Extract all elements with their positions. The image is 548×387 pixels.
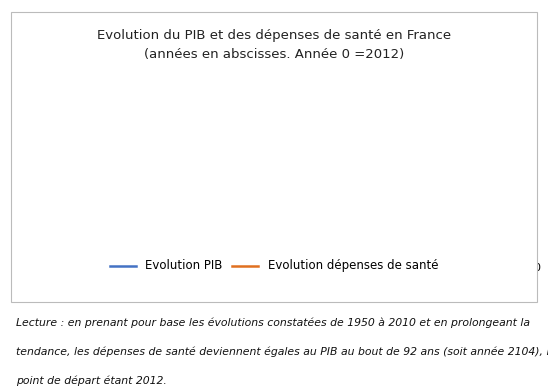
Evolution PIB — [386, 162, 392, 167]
Evolution PIB — [54, 225, 61, 230]
Text: (années en abscisses. Année 0 =2012): (années en abscisses. Année 0 =2012) — [144, 48, 404, 62]
Evolution PIB — [102, 222, 109, 227]
Evolution PIB — [339, 180, 345, 184]
Evolution PIB — [528, 115, 535, 119]
Evolution PIB — [433, 143, 440, 148]
Evolution dépenses de santé — [528, 83, 535, 88]
Evolution dépenses de santé — [386, 203, 392, 208]
Evolution dépenses de santé — [481, 134, 488, 138]
Evolution dépenses de santé — [149, 250, 156, 255]
Evolution dépenses de santé — [292, 233, 298, 238]
Evolution PIB — [481, 132, 488, 137]
Evolution dépenses de santé — [433, 175, 440, 180]
Line: Evolution dépenses de santé: Evolution dépenses de santé — [58, 86, 532, 256]
Evolution PIB — [244, 203, 250, 208]
Text: point de départ étant 2012.: point de départ étant 2012. — [16, 375, 167, 386]
Evolution dépenses de santé — [244, 241, 250, 246]
Evolution dépenses de santé — [339, 219, 345, 224]
Text: Lecture : en prenant pour base les évolutions constatées de 1950 à 2010 et en pr: Lecture : en prenant pour base les évolu… — [16, 317, 530, 328]
Evolution dépenses de santé — [102, 253, 109, 257]
Evolution dépenses de santé — [196, 246, 203, 250]
Evolution PIB — [149, 217, 156, 222]
Evolution PIB — [292, 192, 298, 197]
Line: Evolution PIB: Evolution PIB — [58, 117, 532, 228]
Legend: Evolution PIB, Evolution dépenses de santé: Evolution PIB, Evolution dépenses de san… — [107, 257, 441, 275]
Text: Evolution du PIB et des dépenses de santé en France: Evolution du PIB et des dépenses de sant… — [97, 29, 451, 42]
Evolution PIB — [196, 211, 203, 216]
Evolution dépenses de santé — [54, 253, 61, 258]
Text: tendance, les dépenses de santé deviennent égales au PIB au bout de 92 ans (soit: tendance, les dépenses de santé devienne… — [16, 346, 548, 357]
